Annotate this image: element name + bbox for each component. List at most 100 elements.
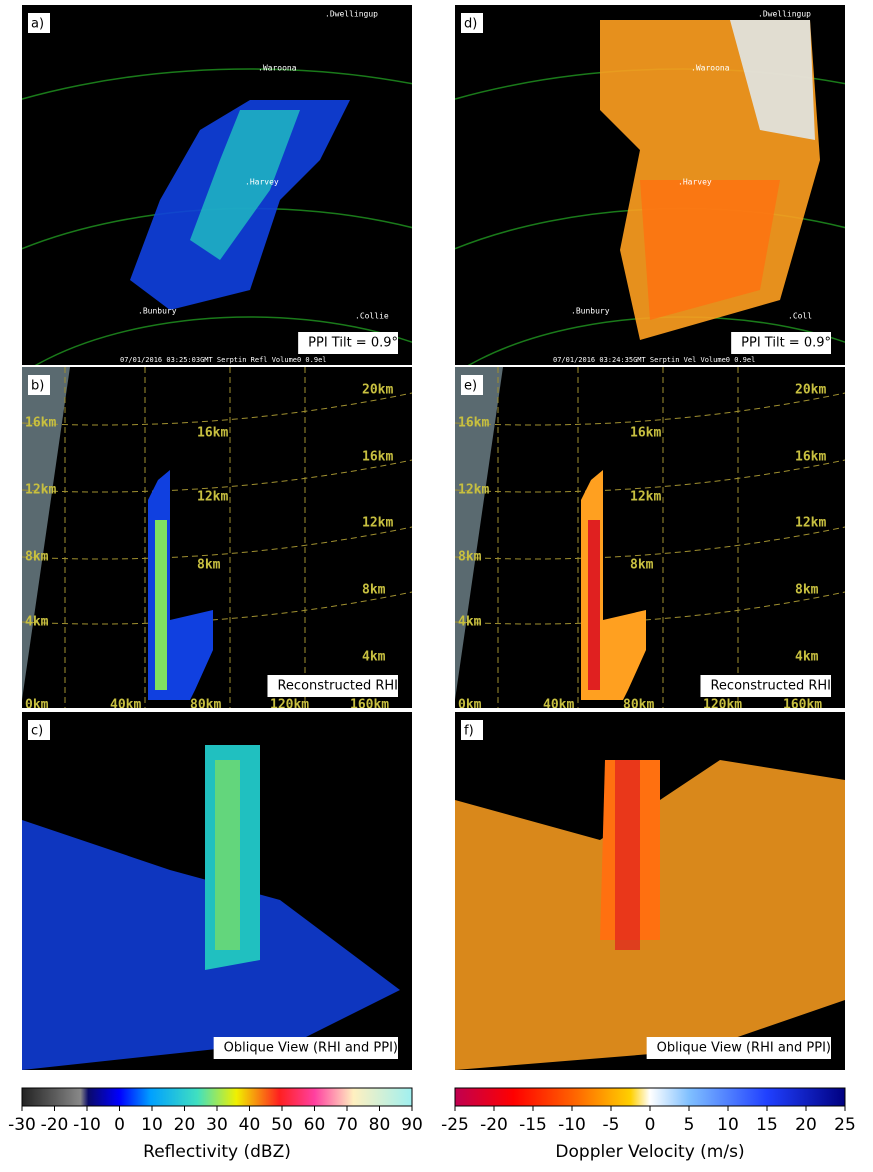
oblique-core [215,760,240,950]
annotation: 16km [362,450,393,465]
tick-label: 40 [239,1115,261,1135]
annotation: 07/01/2016 03:24:35GMT Serptin Vel Volum… [553,356,755,364]
panel-label: c) [31,724,43,739]
annotation: 12km [362,516,393,531]
annotation: 12km [25,483,56,498]
panel: 16km 12km 8km 4km 0km 20km 16km 16km 12km 12km 8km… [22,367,412,713]
colorbar-gradient [455,1088,845,1106]
tick-label: 25 [834,1115,856,1135]
annotation: 16km [197,426,228,441]
annotation: .Waroona [258,64,297,73]
annotation: 8km [197,558,221,573]
annotation: 8km [458,550,482,565]
annotation: .Dwellingup [758,10,811,19]
tick-label: -15 [519,1115,547,1135]
annotation: 12km [458,483,489,498]
annotation: 4km [25,615,49,630]
tick-label: 0 [645,1115,656,1135]
annotation: 12km [630,490,661,505]
annotation: 4km [458,615,482,630]
tick-label: 80 [369,1115,391,1135]
annotation: 07/01/2016 03:25:03GMT Serptin Refl Volu… [120,356,327,364]
tick-label: -20 [41,1115,69,1135]
annotation: 8km [630,558,654,573]
annotation: 40km [543,698,574,713]
annotation: 20km [795,383,826,398]
colorbar-title: Doppler Velocity (m/s) [555,1142,744,1162]
rhi-core [155,520,167,690]
annotation: .Waroona [691,64,730,73]
caption: Reconstructed RHI [277,679,398,694]
caption: PPI Tilt = 0.9° [741,336,831,351]
tick-label: 90 [401,1115,423,1135]
annotation: .Harvey [678,178,712,187]
tick-label: 15 [756,1115,778,1135]
caption: PPI Tilt = 0.9° [308,336,398,351]
annotation: 20km [362,383,393,398]
annotation: 8km [25,550,49,565]
annotation: 160km [350,698,389,713]
annotation: 120km [270,698,309,713]
panel-label: a) [31,17,44,32]
annotation: 16km [25,416,56,431]
annotation: 80km [190,698,221,713]
page: .Dwellingup .Waroona .Harvey .Bunbury .Colli… [0,0,873,1172]
colorbar: -30-20-10 0 10 20 30 40 50 60 70 80 90 Reflectivity… [8,1088,423,1162]
colorbar-title: Reflectivity (dBZ) [143,1142,291,1162]
tick-label: -5 [603,1115,620,1135]
caption: Oblique View (RHI and PPI) [224,1041,398,1056]
annotation: 4km [795,650,819,665]
tick-label: -20 [480,1115,508,1135]
panel: c) Oblique View (RHI and PPI) [22,712,412,1070]
colorbar: -25 -20 -15 -10 -5 0 5 10 15 20 25 Doppler Velocity… [441,1088,856,1162]
tick-label: -10 [73,1115,101,1135]
annotation: 0km [458,698,482,713]
annotation: 4km [362,650,386,665]
annotation: 12km [197,490,228,505]
tick-label: 10 [717,1115,739,1135]
annotation: .Bunbury [138,307,177,316]
rhi-core [588,520,600,690]
annotation: 8km [362,583,386,598]
tick-label: 70 [336,1115,358,1135]
annotation: 80km [623,698,654,713]
annotation: 16km [458,416,489,431]
annotation: 40km [110,698,141,713]
caption: Reconstructed RHI [710,679,831,694]
tick-label: 0 [114,1115,125,1135]
tick-label: 20 [795,1115,817,1135]
annotation: 0km [25,698,49,713]
panel-label: d) [464,17,477,32]
annotation: 160km [783,698,822,713]
tick-label: -25 [441,1115,469,1135]
tick-label: 10 [141,1115,163,1135]
panel-label: e) [464,379,477,394]
panels: .Dwellingup .Waroona .Harvey .Bunbury .Colli… [0,5,873,1070]
panel-label: b) [31,379,44,394]
tick-label: 5 [684,1115,695,1135]
annotation: 120km [703,698,742,713]
caption: Oblique View (RHI and PPI) [657,1041,831,1056]
panel-label: f) [464,724,474,739]
tick-label: 50 [271,1115,293,1135]
tick-label: 20 [174,1115,196,1135]
annotation: 12km [795,516,826,531]
annotation: .Harvey [245,178,279,187]
tick-label: 60 [304,1115,326,1135]
panel: f) Oblique View (RHI and PPI) [455,712,845,1070]
figure: .Dwellingup .Waroona .Harvey .Bunbury .Colli… [0,0,873,1168]
annotation: .Collie [355,312,389,321]
tick-label: 30 [206,1115,228,1135]
oblique-core [615,760,640,950]
annotation: .Coll [788,312,812,321]
panel: 16km 12km 8km 4km 0km 20km 16km 16km 12km 12km 8km… [455,367,845,713]
tick-label: -10 [558,1115,586,1135]
annotation: 16km [795,450,826,465]
annotation: 16km [630,426,661,441]
annotation: 8km [795,583,819,598]
annotation: .Dwellingup [325,10,378,19]
colorbar-gradient [22,1088,412,1106]
tick-label: -30 [8,1115,36,1135]
annotation: .Bunbury [571,307,610,316]
